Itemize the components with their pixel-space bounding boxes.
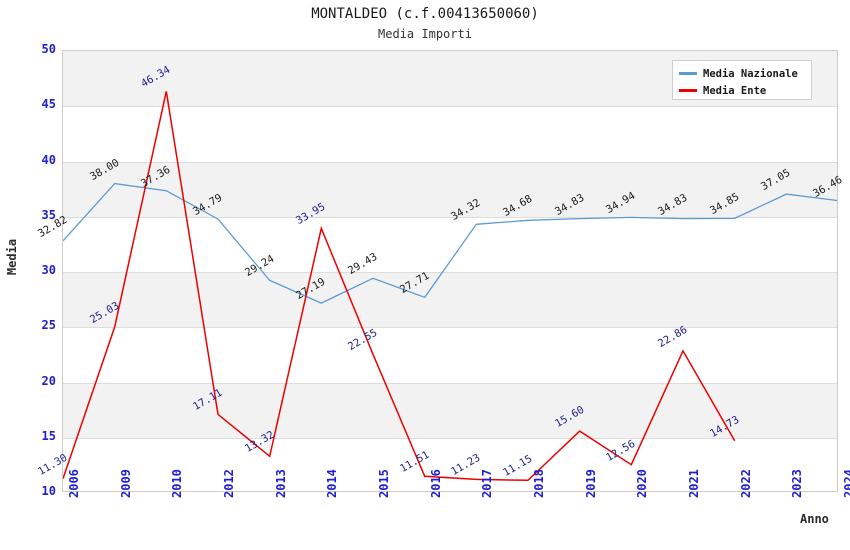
y-tick-label: 10 (41, 484, 56, 498)
x-tick-label: 2024 (842, 469, 850, 498)
chart-title: MONTALDEO (c.f.00413650060) (311, 6, 539, 22)
plot-band (63, 161, 837, 217)
y-axis-ticks: 10 15 20 25 30 35 40 45 50 (0, 42, 56, 498)
y-tick-label: 30 (41, 263, 56, 277)
gridline (63, 216, 837, 218)
gridline (63, 327, 837, 329)
x-tick-label: 2014 (325, 469, 340, 498)
legend-item-media-nazionale[interactable]: Media Nazionale (679, 66, 805, 81)
x-tick-label: 2020 (635, 469, 650, 498)
x-tick-label: 2017 (480, 469, 495, 498)
x-tick-label: 2016 (428, 469, 443, 498)
y-tick-label: 50 (41, 42, 56, 56)
x-tick-label: 2023 (790, 469, 805, 498)
y-tick-label: 25 (41, 318, 56, 333)
x-tick-label: 2019 (583, 469, 598, 498)
x-tick-label: 2006 (67, 469, 81, 498)
plot-band (63, 272, 837, 328)
gridline (63, 106, 837, 108)
y-tick-label: 15 (41, 428, 56, 443)
gridline (63, 437, 837, 439)
legend-swatch-media-ente (679, 89, 697, 92)
y-tick-label: 45 (41, 97, 56, 112)
legend-swatch-media-nazionale (679, 72, 697, 75)
x-tick-label: 2018 (532, 469, 546, 498)
x-tick-label: 2009 (118, 469, 133, 498)
x-tick-label: 2022 (738, 469, 753, 498)
x-tick-label: 2010 (170, 469, 185, 498)
series-lines (63, 91, 837, 482)
x-axis-label: Anno (800, 512, 829, 526)
gridline (63, 161, 837, 163)
x-tick-label: 2013 (273, 469, 288, 498)
y-tick-label: 40 (41, 152, 56, 167)
chart-subtitle: Media Importi (378, 27, 472, 41)
plot-band (63, 382, 837, 438)
chart-legend: Media Nazionale Media Ente (672, 60, 812, 100)
y-axis-label: Media (5, 238, 19, 276)
x-tick-label: 2012 (222, 469, 236, 498)
x-tick-label: 2021 (687, 469, 701, 498)
x-tick-label: 2015 (377, 469, 391, 498)
series-line-media-ente (63, 91, 736, 482)
gridline (63, 272, 837, 273)
y-tick-label: 20 (41, 373, 56, 388)
legend-label-media-nazionale: Media Nazionale (703, 67, 798, 80)
gridline (63, 382, 837, 384)
legend-item-media-ente[interactable]: Media Ente (679, 83, 805, 98)
y-tick-label: 35 (41, 207, 56, 222)
legend-label-media-ente: Media Ente (703, 84, 767, 97)
series-line-media-nazionale (63, 182, 837, 304)
